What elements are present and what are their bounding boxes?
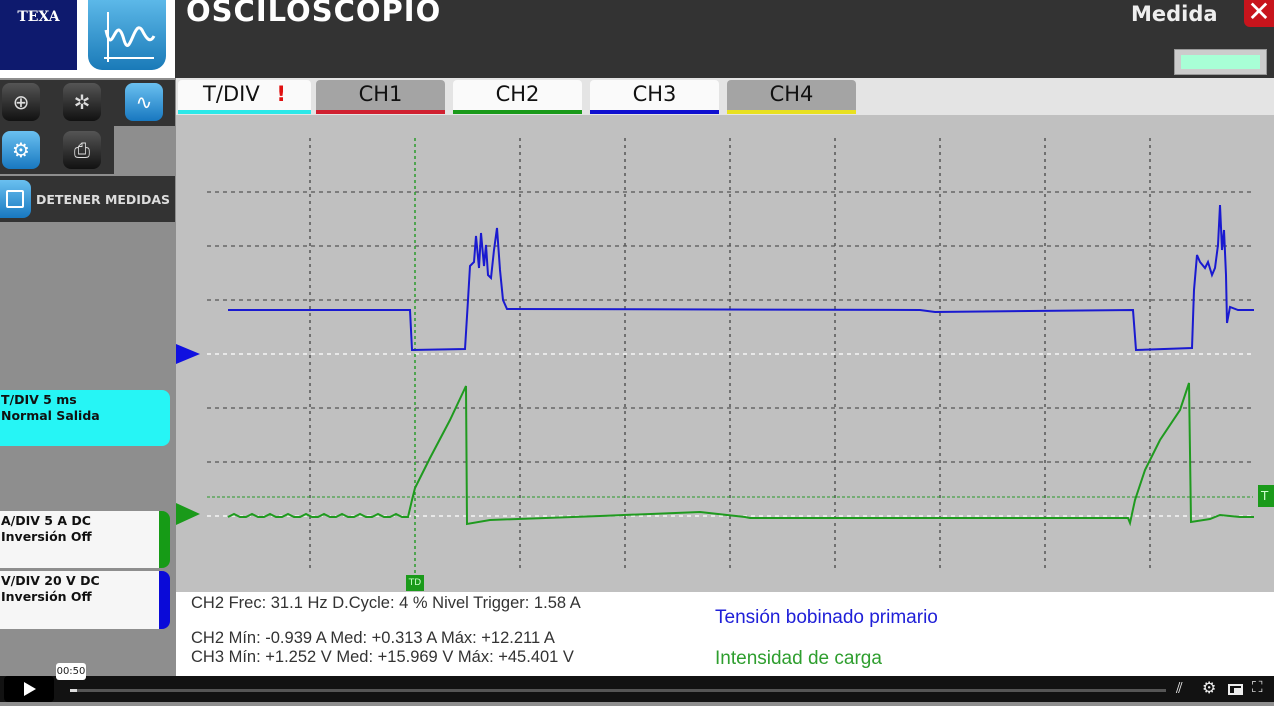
- play-icon: [24, 682, 36, 696]
- ch2-inversion: Inversión Off: [1, 529, 92, 544]
- subtitles-off-icon[interactable]: ⫽: [1176, 679, 1183, 697]
- tab-label: T/DIV: [203, 82, 260, 106]
- tab-tdiv[interactable]: T/DIV !: [178, 80, 311, 114]
- tab-label: CH2: [495, 82, 540, 106]
- signal-settings-icon[interactable]: ✲: [63, 83, 101, 121]
- warning-icon: !: [276, 82, 286, 106]
- picture-in-picture-icon[interactable]: [1228, 684, 1243, 695]
- trigger-level-marker[interactable]: T: [1258, 485, 1274, 507]
- ch3-inversion: Inversión Off: [1, 589, 92, 604]
- close-icon[interactable]: ✕: [1244, 0, 1274, 27]
- tab-ch2[interactable]: CH2: [453, 80, 582, 114]
- oscilloscope-app-icon: [88, 0, 166, 70]
- measurements-panel: CH2 Frec: 31.1 Hz D.Cycle: 4 % Nivel Tri…: [176, 592, 1274, 676]
- ch2-panel[interactable]: A/DIV 5 A DC Inversión Off: [0, 511, 170, 568]
- tab-label: CH4: [769, 82, 814, 106]
- page-title: OSCILOSCOPIO: [186, 0, 442, 28]
- toolbar-row-2: ⚙ ⎙: [0, 126, 114, 174]
- video-controls: ⫽ ⚙ ⛶: [0, 676, 1274, 702]
- measure-slider[interactable]: [1174, 49, 1267, 75]
- ch2-trace: [227, 382, 1254, 527]
- ch3-stats: CH3 Mín: +1.252 V Med: +15.969 V Máx: +4…: [191, 648, 574, 666]
- toolbar-row-1: ⊕ ✲ ∿: [0, 80, 175, 126]
- settings-icon[interactable]: ⚙: [2, 131, 40, 169]
- tab-ch1[interactable]: CH1: [316, 80, 445, 114]
- ch3-trace: [228, 204, 1254, 352]
- frequency-readout: CH2 Frec: 31.1 Hz D.Cycle: 4 % Nivel Tri…: [191, 594, 581, 612]
- ch2-ground-marker: [176, 503, 200, 525]
- measure-icon[interactable]: ∿: [125, 83, 163, 121]
- print-icon[interactable]: ⎙: [63, 131, 101, 169]
- fullscreen-icon[interactable]: ⛶: [1252, 678, 1263, 696]
- settings-icon[interactable]: ⚙: [1202, 678, 1217, 697]
- ch2-scale: A/DIV 5 A DC: [1, 513, 91, 528]
- progress-fill: [70, 689, 77, 692]
- zoom-icon[interactable]: ⊕: [2, 83, 40, 121]
- ch3-scale: V/DIV 20 V DC: [1, 573, 100, 588]
- checkbox-icon[interactable]: [0, 180, 31, 218]
- tab-ch4[interactable]: CH4: [727, 80, 856, 114]
- tdiv-mode: Normal Salida: [1, 408, 100, 423]
- progress-bar[interactable]: [70, 689, 1166, 692]
- stop-measures-label: DETENER MEDIDAS: [36, 192, 171, 207]
- slider-fill: [1181, 55, 1260, 69]
- legend-ch2: Intensidad de carga: [715, 648, 882, 669]
- play-button[interactable]: [4, 676, 54, 702]
- oscilloscope-screen[interactable]: TD T: [176, 115, 1274, 592]
- tab-ch3[interactable]: CH3: [590, 80, 719, 114]
- tdiv-value: T/DIV 5 ms: [1, 392, 77, 407]
- trigger-time-marker[interactable]: TD: [406, 575, 424, 591]
- tab-label: CH1: [358, 82, 403, 106]
- app-header: [0, 0, 1274, 78]
- tab-label: CH3: [632, 82, 677, 106]
- legend-ch3: Tensión bobinado primario: [715, 607, 938, 628]
- channel-tabs: T/DIV ! CH1 CH2 CH3 CH4: [176, 78, 1274, 115]
- stop-measures-button[interactable]: DETENER MEDIDAS: [0, 176, 175, 222]
- ch3-panel[interactable]: V/DIV 20 V DC Inversión Off: [0, 571, 170, 629]
- time-tooltip: 00:50: [56, 663, 86, 680]
- tdiv-panel[interactable]: T/DIV 5 ms Normal Salida: [0, 390, 170, 446]
- texa-logo: TEXA: [0, 0, 77, 70]
- mode-label: Medida: [1131, 2, 1218, 26]
- ch3-ground-marker: [176, 344, 200, 364]
- ch2-stats: CH2 Mín: -0.939 A Med: +0.313 A Máx: +12…: [191, 629, 555, 647]
